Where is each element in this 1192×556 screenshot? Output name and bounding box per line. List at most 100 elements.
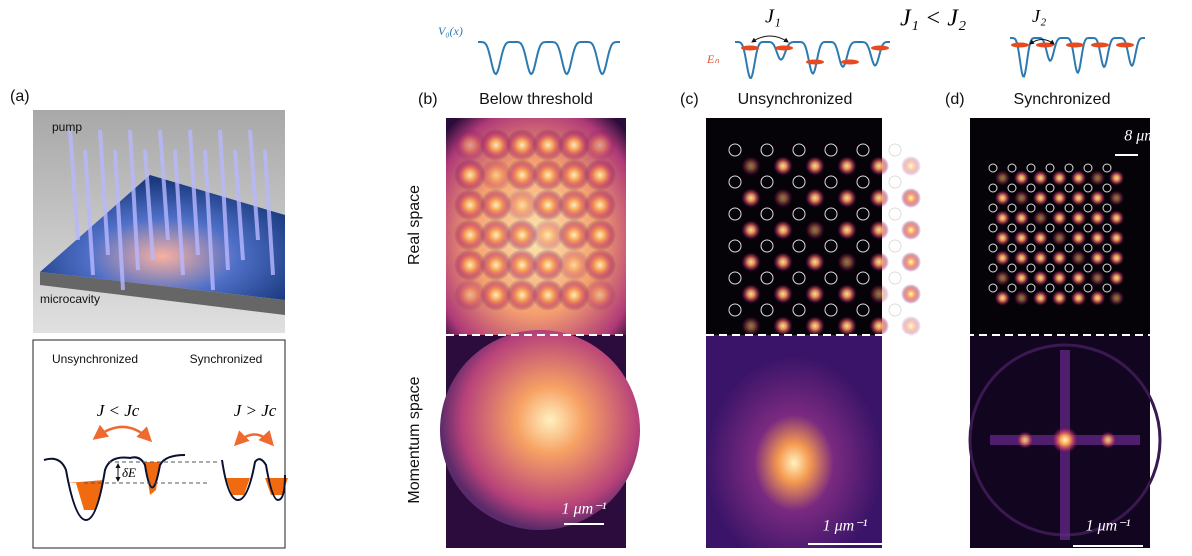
- site-marker: [856, 303, 870, 317]
- beam: [263, 149, 275, 276]
- site-marker: [792, 271, 806, 285]
- blob: [741, 284, 761, 304]
- blob: [532, 159, 564, 191]
- site-marker: [760, 239, 774, 253]
- blob: [869, 188, 889, 208]
- beam: [233, 149, 245, 261]
- site-marker: [1102, 183, 1112, 193]
- blob: [1032, 190, 1049, 206]
- site-marker: [1045, 283, 1055, 293]
- row-label: Real space: [406, 185, 423, 265]
- blob: [741, 316, 761, 336]
- site-marker: [728, 143, 742, 157]
- blob: [454, 129, 486, 161]
- blob: [1013, 230, 1030, 246]
- blob: [901, 156, 921, 176]
- blob: [901, 188, 921, 208]
- blob: [532, 249, 564, 281]
- site-marker: [888, 175, 902, 189]
- blob: [901, 252, 921, 272]
- site-marker: [728, 175, 742, 189]
- site-marker: [728, 239, 742, 253]
- blob: [584, 159, 616, 191]
- site-marker: [728, 207, 742, 221]
- beam: [203, 149, 215, 291]
- blob: [837, 188, 857, 208]
- site-marker: [824, 271, 838, 285]
- peak: [1099, 431, 1117, 449]
- blob: [869, 252, 889, 272]
- cavity-label: microcavity: [40, 292, 100, 306]
- site-marker: [1064, 263, 1074, 273]
- blob: [1070, 270, 1087, 286]
- blob: [869, 284, 889, 304]
- blob: [805, 156, 825, 176]
- blob: [1013, 190, 1030, 206]
- site-marker: [728, 303, 742, 317]
- blob: [805, 188, 825, 208]
- site-marker: [1007, 223, 1017, 233]
- blob: [1089, 250, 1106, 266]
- blob: [773, 252, 793, 272]
- blob: [1070, 230, 1087, 246]
- coupling-label: J > Jc: [234, 401, 277, 420]
- blob: [1032, 270, 1049, 286]
- site-marker: [856, 143, 870, 157]
- blob: [994, 170, 1011, 186]
- blob: [901, 220, 921, 240]
- energy-label: Eₙ: [706, 52, 719, 66]
- blob: [1108, 210, 1125, 226]
- blob: [584, 129, 616, 161]
- beam: [83, 149, 95, 276]
- site-marker: [1026, 263, 1036, 273]
- blob: [1013, 250, 1030, 266]
- coupling-label: J₂: [1032, 6, 1046, 26]
- gap-label: δE: [122, 465, 136, 480]
- level: [1091, 42, 1109, 48]
- blob: [480, 249, 512, 281]
- site-marker: [760, 207, 774, 221]
- site-marker: [856, 207, 870, 221]
- site-marker: [1007, 283, 1017, 293]
- blob: [1051, 210, 1068, 226]
- blob: [805, 252, 825, 272]
- level: [871, 45, 889, 51]
- blob: [1051, 250, 1068, 266]
- site-marker: [888, 143, 902, 157]
- site-marker: [760, 271, 774, 285]
- scale-label: 1 μm⁻¹: [562, 501, 607, 518]
- site-marker: [1026, 243, 1036, 253]
- site-marker: [1064, 163, 1074, 173]
- blob: [1051, 230, 1068, 246]
- site-marker: [888, 303, 902, 317]
- level: [1066, 42, 1084, 48]
- site-marker: [1007, 243, 1017, 253]
- blob: [869, 220, 889, 240]
- blob: [584, 189, 616, 221]
- blob: [837, 156, 857, 176]
- site-marker: [1083, 203, 1093, 213]
- site-marker: [1045, 243, 1055, 253]
- site-marker: [988, 163, 998, 173]
- site-marker: [1026, 203, 1036, 213]
- site-marker: [1007, 163, 1017, 173]
- blob: [532, 129, 564, 161]
- blob: [480, 129, 512, 161]
- blob: [1013, 210, 1030, 226]
- blob: [773, 156, 793, 176]
- site-marker: [1064, 223, 1074, 233]
- inset-title: Unsynchronized: [52, 352, 138, 366]
- tunnel-arrow: [751, 35, 789, 43]
- blob: [558, 219, 590, 251]
- blob: [741, 220, 761, 240]
- blob: [869, 316, 889, 336]
- blob: [1032, 230, 1049, 246]
- scale-label: 1 μm⁻¹: [823, 518, 868, 535]
- blob: [773, 316, 793, 336]
- blob: [773, 220, 793, 240]
- site-marker: [792, 303, 806, 317]
- blob: [558, 129, 590, 161]
- blob: [558, 249, 590, 281]
- double-well: [43, 454, 286, 522]
- blob: [741, 156, 761, 176]
